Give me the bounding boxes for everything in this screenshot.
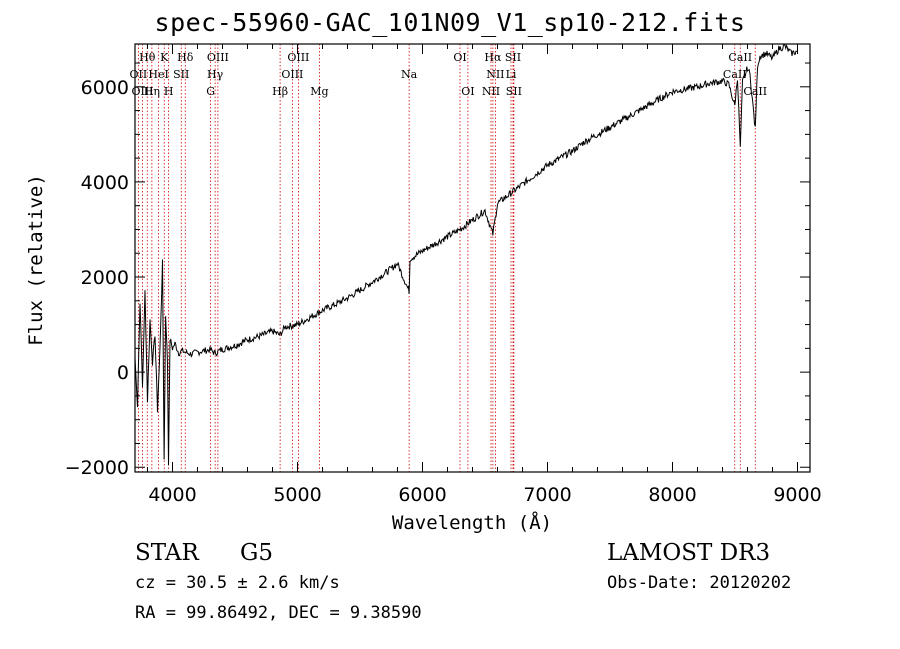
line-label-3: Hη (144, 85, 160, 98)
redshift-cz: cz = 30.5 ± 2.6 km/s (135, 573, 340, 593)
line-label-13: OIII (281, 68, 303, 81)
x-tick-label-1: 5000 (273, 484, 321, 506)
line-label-16: Na (401, 68, 418, 81)
line-label-19: Hα (484, 51, 502, 64)
coordinates: RA = 99.86492, DEC = 9.38590 (135, 603, 422, 623)
survey-name: LAMOST DR3 (607, 540, 771, 566)
line-label-24: SII (506, 85, 522, 98)
line-label-6: H (164, 85, 174, 98)
spectral-line-markers (137, 44, 756, 472)
line-label-11: G (206, 85, 215, 98)
line-label-1: OII (130, 68, 148, 81)
y-tick-label-2: 2000 (81, 267, 129, 289)
line-label-21: NII (486, 68, 504, 81)
y-tick-label-0: −2000 (65, 457, 129, 479)
line-label-0: Hθ (139, 51, 156, 64)
x-tick-label-2: 6000 (398, 484, 446, 506)
x-axis-label: Wavelength (Å) (392, 511, 552, 534)
object-subclass: G5 (240, 540, 274, 566)
line-label-9: OIII (207, 51, 229, 64)
line-label-27: CaII (743, 85, 767, 98)
observation-date: Obs-Date: 20120202 (607, 573, 792, 593)
line-label-23: NII (482, 85, 500, 98)
object-type: STAR (135, 540, 199, 566)
line-label-2: OIII (131, 85, 153, 98)
line-label-15: Mg (310, 85, 328, 98)
x-tick-label-5: 9000 (773, 484, 821, 506)
line-label-12: OIII (287, 51, 309, 64)
line-label-5: HeI (148, 68, 168, 81)
line-label-7: Hδ (177, 51, 194, 64)
line-label-22: Li (506, 68, 517, 81)
line-label-4: K (160, 51, 169, 64)
axis-ticks: 4000 5000 6000 7000 8000 9000 −2000 0 2000 4000 60… (65, 44, 822, 506)
y-tick-label-1: 0 (117, 362, 129, 384)
chart-title: spec-55960-GAC_101N09_V1_sp10-212.fits (154, 8, 746, 37)
x-tick-label-0: 4000 (148, 484, 196, 506)
line-label-10: Hγ (207, 68, 224, 81)
x-tick-label-4: 8000 (648, 484, 696, 506)
line-label-14: Hβ (272, 85, 288, 98)
spectrum-series (134, 44, 798, 466)
y-tick-label-4: 6000 (81, 77, 129, 99)
line-label-18: OI (461, 85, 474, 98)
y-axis-label: Flux (relative) (25, 174, 47, 346)
line-label-26: CaII (723, 68, 747, 81)
x-tick-label-3: 7000 (523, 484, 571, 506)
y-tick-label-3: 4000 (81, 172, 129, 194)
line-label-25: CaII (728, 51, 752, 64)
plot-frame (134, 43, 811, 473)
line-label-17: OI (453, 51, 466, 64)
line-label-20: SII (505, 51, 521, 64)
line-label-8: SII (173, 68, 189, 81)
spectrum-line (134, 44, 798, 466)
